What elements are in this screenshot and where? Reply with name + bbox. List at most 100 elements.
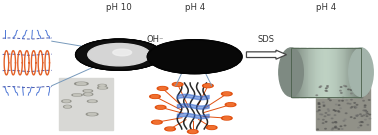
Circle shape bbox=[208, 126, 215, 129]
Bar bbox=[313, 48, 314, 97]
Circle shape bbox=[81, 41, 157, 68]
Circle shape bbox=[365, 110, 366, 111]
Bar bbox=[358, 48, 359, 97]
Bar bbox=[296, 48, 297, 97]
Bar bbox=[327, 48, 328, 97]
Circle shape bbox=[359, 122, 361, 123]
Bar bbox=[353, 48, 354, 97]
Circle shape bbox=[169, 48, 220, 66]
Circle shape bbox=[77, 40, 161, 70]
Bar bbox=[339, 48, 341, 97]
Circle shape bbox=[150, 95, 160, 98]
Bar bbox=[316, 48, 317, 97]
Circle shape bbox=[170, 48, 220, 66]
Text: pH 4: pH 4 bbox=[316, 3, 336, 12]
Circle shape bbox=[189, 55, 200, 59]
Circle shape bbox=[335, 127, 336, 128]
Bar bbox=[325, 48, 327, 97]
Circle shape bbox=[184, 53, 205, 60]
Circle shape bbox=[347, 103, 349, 104]
Ellipse shape bbox=[63, 100, 70, 102]
Circle shape bbox=[167, 47, 222, 67]
Ellipse shape bbox=[72, 94, 82, 96]
Bar bbox=[298, 48, 299, 97]
Circle shape bbox=[222, 116, 232, 120]
Circle shape bbox=[335, 126, 336, 127]
Bar bbox=[360, 48, 361, 97]
Circle shape bbox=[160, 44, 229, 69]
Circle shape bbox=[322, 119, 324, 120]
Circle shape bbox=[355, 115, 357, 116]
Bar bbox=[338, 48, 339, 97]
Bar bbox=[342, 48, 344, 97]
Bar bbox=[322, 48, 323, 97]
Circle shape bbox=[147, 40, 242, 74]
Circle shape bbox=[158, 43, 232, 70]
Circle shape bbox=[86, 43, 152, 67]
Circle shape bbox=[355, 107, 356, 108]
Bar bbox=[295, 48, 297, 97]
Circle shape bbox=[113, 49, 132, 56]
Circle shape bbox=[203, 84, 213, 88]
Bar bbox=[328, 48, 330, 97]
Circle shape bbox=[194, 56, 196, 57]
Bar bbox=[324, 48, 325, 97]
Bar bbox=[337, 48, 338, 97]
Circle shape bbox=[77, 40, 161, 70]
Circle shape bbox=[344, 119, 346, 120]
Circle shape bbox=[363, 110, 364, 111]
Circle shape bbox=[364, 105, 366, 106]
Circle shape bbox=[227, 103, 234, 106]
Circle shape bbox=[345, 86, 347, 87]
Ellipse shape bbox=[88, 113, 96, 115]
Circle shape bbox=[172, 82, 183, 86]
Circle shape bbox=[181, 52, 209, 62]
Circle shape bbox=[194, 56, 195, 57]
Bar bbox=[309, 48, 311, 97]
Ellipse shape bbox=[87, 100, 97, 102]
Circle shape bbox=[172, 49, 217, 65]
Bar bbox=[355, 48, 357, 97]
Bar bbox=[304, 48, 305, 97]
Circle shape bbox=[324, 116, 326, 117]
Bar bbox=[299, 48, 300, 97]
Bar bbox=[318, 48, 320, 97]
Circle shape bbox=[156, 43, 234, 71]
Circle shape bbox=[183, 53, 206, 61]
Bar bbox=[291, 48, 361, 97]
Ellipse shape bbox=[98, 87, 107, 89]
Circle shape bbox=[76, 39, 162, 70]
Circle shape bbox=[162, 45, 227, 68]
Bar bbox=[314, 48, 316, 97]
Circle shape bbox=[162, 45, 228, 69]
Bar bbox=[291, 48, 292, 97]
Ellipse shape bbox=[85, 93, 91, 95]
Circle shape bbox=[204, 85, 211, 87]
Circle shape bbox=[356, 104, 358, 105]
Circle shape bbox=[330, 100, 331, 101]
Circle shape bbox=[179, 51, 211, 62]
Circle shape bbox=[81, 41, 158, 68]
Circle shape bbox=[325, 90, 327, 91]
Circle shape bbox=[367, 93, 369, 94]
Circle shape bbox=[342, 97, 344, 98]
Circle shape bbox=[369, 87, 370, 88]
Circle shape bbox=[150, 41, 239, 72]
Circle shape bbox=[83, 42, 155, 68]
Bar bbox=[302, 48, 304, 97]
Bar bbox=[352, 48, 353, 97]
Circle shape bbox=[360, 125, 362, 126]
Circle shape bbox=[165, 127, 175, 131]
Circle shape bbox=[183, 53, 206, 61]
Bar bbox=[330, 48, 331, 97]
Circle shape bbox=[76, 39, 162, 70]
Bar bbox=[308, 48, 310, 97]
Bar bbox=[350, 48, 352, 97]
Ellipse shape bbox=[89, 100, 96, 102]
Ellipse shape bbox=[349, 48, 373, 97]
Bar bbox=[312, 48, 314, 97]
Bar bbox=[321, 48, 322, 97]
Circle shape bbox=[319, 110, 321, 111]
Circle shape bbox=[191, 55, 199, 58]
Circle shape bbox=[76, 39, 163, 70]
